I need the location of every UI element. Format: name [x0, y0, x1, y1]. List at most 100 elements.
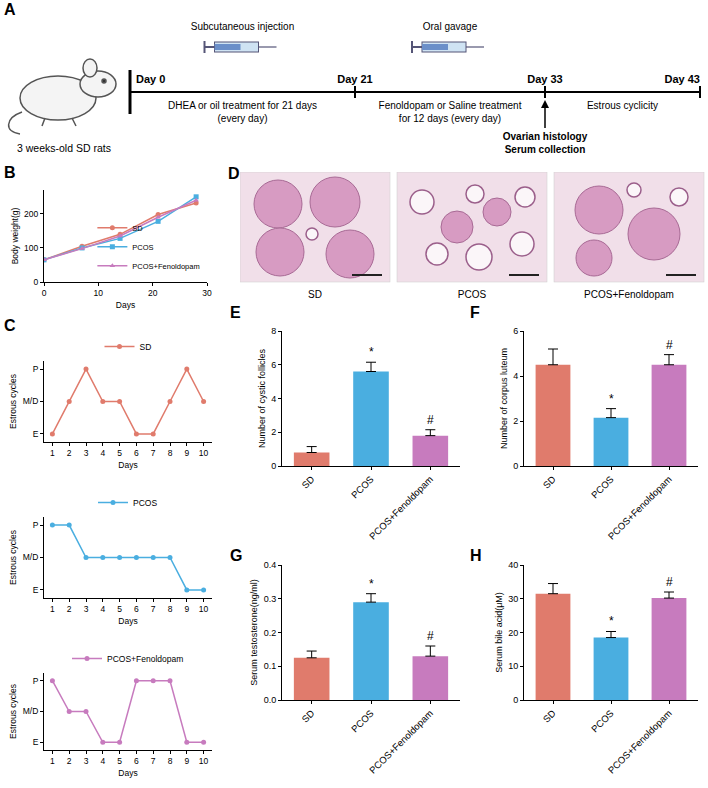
svg-text:9: 9 [184, 448, 189, 458]
svg-text:Day 21: Day 21 [337, 73, 372, 85]
svg-text:Estrous cycles: Estrous cycles [8, 684, 18, 739]
svg-text:200: 200 [24, 209, 38, 219]
svg-text:4: 4 [513, 371, 518, 381]
svg-text:E: E [33, 737, 39, 747]
svg-text:4: 4 [100, 604, 105, 614]
svg-text:3: 3 [84, 448, 89, 458]
svg-text:SD: SD [541, 474, 558, 491]
svg-text:0.0: 0.0 [264, 695, 277, 705]
svg-text:7: 7 [151, 604, 156, 614]
svg-text:SD: SD [308, 289, 322, 300]
svg-text:Estrous cycles: Estrous cycles [8, 374, 18, 429]
svg-text:Oral gavage: Oral gavage [423, 21, 478, 32]
svg-text:20: 20 [508, 628, 518, 638]
svg-text:30: 30 [202, 288, 212, 298]
svg-text:6: 6 [271, 360, 276, 370]
svg-text:10: 10 [508, 661, 518, 671]
svg-text:Number of cystic follicles: Number of cystic follicles [257, 348, 267, 448]
svg-text:PCOS: PCOS [349, 474, 376, 501]
svg-text:PCOS+Fenoldopam: PCOS+Fenoldopam [606, 474, 674, 542]
svg-text:PCOS+Fenoldopam: PCOS+Fenoldopam [107, 654, 183, 664]
svg-text:7: 7 [151, 756, 156, 766]
svg-text:40: 40 [508, 560, 518, 570]
svg-text:Day 43: Day 43 [665, 73, 700, 85]
svg-text:Fenoldopam or Saline treatment: Fenoldopam or Saline treatment [379, 100, 522, 111]
svg-text:Estrous cyclicity: Estrous cyclicity [587, 100, 658, 111]
svg-text:M/D: M/D [23, 396, 39, 406]
svg-text:0: 0 [513, 461, 518, 471]
svg-text:(every day): (every day) [217, 113, 267, 124]
svg-text:PCOS+Fenoldopam: PCOS+Fenoldopam [367, 708, 435, 776]
svg-text:8: 8 [168, 756, 173, 766]
svg-text:2: 2 [513, 416, 518, 426]
svg-text:#: # [427, 413, 434, 427]
svg-text:9: 9 [184, 604, 189, 614]
svg-text:Day 0: Day 0 [136, 73, 165, 85]
svg-text:PCOS: PCOS [589, 474, 616, 501]
svg-text:Days: Days [118, 460, 137, 470]
svg-text:0: 0 [42, 288, 47, 298]
svg-text:0.1: 0.1 [264, 661, 277, 671]
svg-text:7: 7 [151, 448, 156, 458]
svg-text:0.4: 0.4 [264, 560, 277, 570]
svg-text:*: * [609, 614, 614, 628]
svg-text:for 12 days (every day): for 12 days (every day) [399, 113, 501, 124]
svg-text:0.2: 0.2 [264, 628, 277, 638]
svg-text:PCOS+Fenoldopam: PCOS+Fenoldopam [584, 289, 674, 300]
svg-text:Subcutaneous injection: Subcutaneous injection [191, 21, 294, 32]
svg-text:*: * [369, 345, 374, 359]
svg-text:SD: SD [132, 224, 143, 233]
svg-text:30: 30 [508, 594, 518, 604]
svg-text:#: # [427, 629, 434, 643]
svg-text:10: 10 [199, 604, 209, 614]
svg-text:PCOS: PCOS [133, 498, 157, 508]
svg-text:SD: SD [299, 474, 316, 491]
svg-text:2: 2 [271, 427, 276, 437]
svg-text:4: 4 [100, 756, 105, 766]
svg-text:100: 100 [24, 243, 38, 253]
svg-text:6: 6 [513, 326, 518, 336]
svg-text:SD: SD [140, 342, 152, 352]
svg-text:PCOS: PCOS [458, 289, 487, 300]
svg-text:Ovarian histology: Ovarian histology [503, 131, 588, 142]
svg-text:5: 5 [117, 604, 122, 614]
svg-text:M/D: M/D [23, 706, 39, 716]
svg-text:#: # [666, 338, 673, 352]
svg-text:4: 4 [100, 448, 105, 458]
svg-text:*: * [609, 392, 614, 406]
svg-text:PCOS: PCOS [349, 708, 376, 735]
svg-text:0: 0 [513, 695, 518, 705]
svg-text:6: 6 [134, 604, 139, 614]
svg-text:Number of corpus luteum: Number of corpus luteum [499, 348, 509, 449]
svg-text:8: 8 [168, 448, 173, 458]
svg-text:8: 8 [168, 604, 173, 614]
svg-text:2: 2 [67, 448, 72, 458]
svg-text:Serum bile acid(μM): Serum bile acid(μM) [494, 592, 504, 673]
svg-text:M/D: M/D [23, 552, 39, 562]
svg-text:DHEA or oil treatment for 21 d: DHEA or oil treatment for 21 days [168, 100, 317, 111]
svg-text:PCOS: PCOS [589, 708, 616, 735]
svg-text:P: P [33, 364, 39, 374]
svg-text:Days: Days [118, 768, 137, 778]
svg-text:2: 2 [67, 604, 72, 614]
svg-text:4: 4 [271, 394, 276, 404]
svg-text:0: 0 [271, 461, 276, 471]
svg-text:2: 2 [67, 756, 72, 766]
svg-text:0.3: 0.3 [264, 594, 277, 604]
svg-text:*: * [369, 577, 374, 591]
svg-text:Serum testosterone(ng/ml): Serum testosterone(ng/ml) [249, 579, 259, 686]
svg-text:Body weight(g): Body weight(g) [10, 207, 20, 264]
svg-text:Serum collection: Serum collection [505, 144, 586, 155]
svg-text:1: 1 [50, 448, 55, 458]
svg-text:#: # [666, 575, 673, 589]
svg-text:PCOS+Fenoldopam: PCOS+Fenoldopam [606, 708, 674, 776]
svg-text:3: 3 [84, 756, 89, 766]
svg-text:PCOS: PCOS [132, 243, 153, 252]
svg-text:0: 0 [34, 277, 39, 287]
svg-text:Estrous cycles: Estrous cycles [8, 530, 18, 585]
svg-text:E: E [33, 429, 39, 439]
svg-text:1: 1 [50, 604, 55, 614]
svg-text:PCOS+Fenoldopam: PCOS+Fenoldopam [132, 262, 199, 271]
svg-text:9: 9 [184, 756, 189, 766]
svg-text:5: 5 [117, 756, 122, 766]
